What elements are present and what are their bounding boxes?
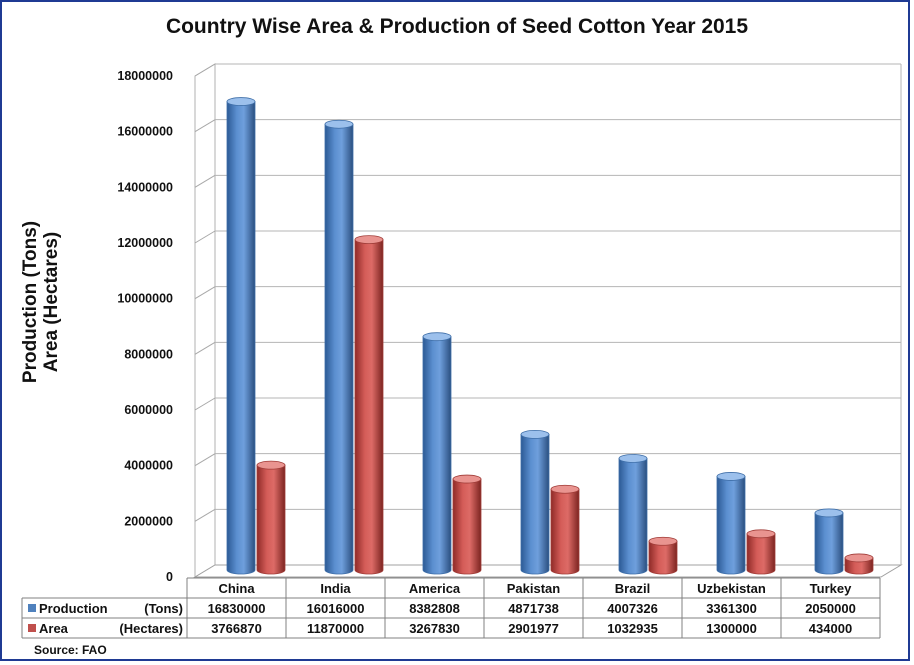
- chart-title: Country Wise Area & Production of Seed C…: [166, 15, 748, 38]
- bar-area-america: [452, 474, 482, 575]
- data-table-cell: 4871738: [508, 601, 559, 616]
- gridline-diag: [194, 397, 216, 411]
- y-tick-label: 14000000: [117, 180, 173, 194]
- bar-production-india: [324, 119, 354, 575]
- data-table-cell: 11870000: [307, 621, 364, 636]
- legend-swatch: [28, 604, 36, 612]
- bar-area-brazil: [648, 536, 678, 575]
- category-label: Turkey: [810, 581, 852, 596]
- y-tick-label: 8000000: [124, 347, 173, 361]
- y-tick-label: 0: [166, 570, 173, 584]
- y-tick-label: 2000000: [124, 514, 173, 528]
- legend-series-unit: (Tons): [144, 601, 183, 616]
- legend-series-unit: (Hectares): [119, 621, 183, 636]
- category-label: America: [409, 581, 461, 596]
- y-axis-label-line2: Area (Hectares): [41, 232, 62, 372]
- data-table-cell: 4007326: [607, 601, 658, 616]
- gridline-diag: [194, 453, 216, 467]
- data-table-cell: 2050000: [805, 601, 856, 616]
- bar-production-uzbekistan: [716, 472, 746, 575]
- data-table-cell: 16830000: [208, 601, 266, 616]
- data-table-cell: 434000: [809, 621, 852, 636]
- gridline-diag: [194, 508, 216, 522]
- data-table-cell: 16016000: [307, 601, 365, 616]
- y-tick-label: 18000000: [117, 69, 173, 83]
- bar-area-turkey: [844, 553, 874, 575]
- category-label: Brazil: [615, 581, 650, 596]
- bar-area-uzbekistan: [746, 529, 776, 575]
- category-label: China: [218, 581, 255, 596]
- gridline-diag: [194, 286, 216, 300]
- bar-production-china: [226, 97, 256, 575]
- gridline-diag: [194, 63, 216, 77]
- y-tick-label: 12000000: [117, 236, 173, 250]
- bar-area-china: [256, 460, 286, 575]
- data-table-cell: 3361300: [706, 601, 757, 616]
- gridline-diag: [194, 230, 216, 244]
- bar-area-pakistan: [550, 484, 580, 575]
- gridline-diag: [194, 119, 216, 133]
- y-tick-label: 4000000: [124, 459, 173, 473]
- bar-production-turkey: [814, 508, 844, 575]
- y-axis-label-line1: Production (Tons): [20, 221, 41, 383]
- category-label: Pakistan: [507, 581, 561, 596]
- y-axis-ticks: 0 2000000 4000000 6000000 8000000 10000000 120…: [117, 69, 173, 584]
- legend-swatch: [28, 624, 36, 632]
- bar-production-pakistan: [520, 430, 550, 575]
- plot-back-wall: [215, 64, 901, 565]
- data-table-cell: 1300000: [706, 621, 757, 636]
- y-tick-label: 16000000: [117, 125, 173, 139]
- legend-series-name: Area: [39, 621, 69, 636]
- category-label: India: [320, 581, 351, 596]
- y-tick-label: 10000000: [117, 292, 173, 306]
- gridline-diag: [194, 341, 216, 355]
- bars: [226, 97, 874, 575]
- y-tick-label: 6000000: [124, 403, 173, 417]
- data-table-cell: 3267830: [409, 621, 460, 636]
- data-table: China India America Pakistan Brazil Uzbekista…: [21, 577, 881, 639]
- bar-production-america: [422, 332, 452, 575]
- gridline-diag: [194, 174, 216, 188]
- data-table-cell: 8382808: [409, 601, 460, 616]
- category-label: Uzbekistan: [697, 581, 766, 596]
- plot-side-wall: [194, 63, 216, 578]
- bar-area-india: [354, 235, 384, 575]
- data-table-cell: 1032935: [607, 621, 658, 636]
- bar-production-brazil: [618, 454, 648, 575]
- data-table-cell: 3766870: [211, 621, 262, 636]
- legend-series-name: Production: [39, 601, 108, 616]
- data-table-cell: 2901977: [508, 621, 559, 636]
- source-note: Source: FAO: [34, 643, 107, 657]
